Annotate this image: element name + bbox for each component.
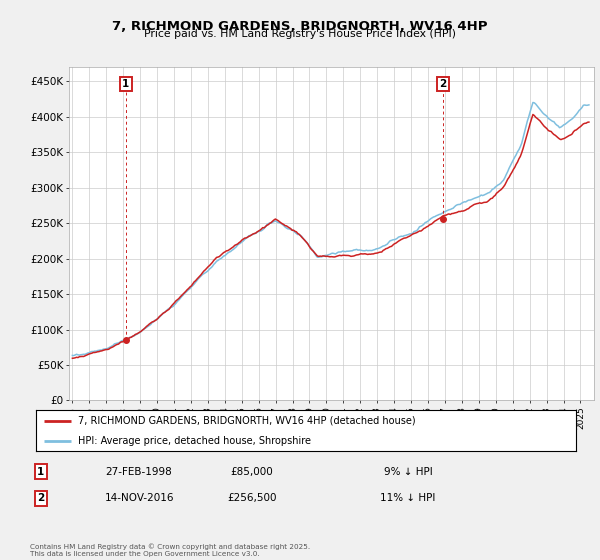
Text: 2: 2 (439, 79, 446, 89)
Text: 14-NOV-2016: 14-NOV-2016 (105, 493, 175, 503)
Text: 7, RICHMOND GARDENS, BRIDGNORTH, WV16 4HP: 7, RICHMOND GARDENS, BRIDGNORTH, WV16 4H… (112, 20, 488, 32)
Text: 7, RICHMOND GARDENS, BRIDGNORTH, WV16 4HP (detached house): 7, RICHMOND GARDENS, BRIDGNORTH, WV16 4H… (78, 416, 416, 426)
Text: 1: 1 (37, 466, 44, 477)
Text: Contains HM Land Registry data © Crown copyright and database right 2025.
This d: Contains HM Land Registry data © Crown c… (30, 544, 310, 557)
Text: HPI: Average price, detached house, Shropshire: HPI: Average price, detached house, Shro… (78, 436, 311, 446)
Text: 27-FEB-1998: 27-FEB-1998 (105, 466, 172, 477)
Text: £256,500: £256,500 (227, 493, 277, 503)
Text: Price paid vs. HM Land Registry's House Price Index (HPI): Price paid vs. HM Land Registry's House … (144, 29, 456, 39)
Text: 11% ↓ HPI: 11% ↓ HPI (380, 493, 436, 503)
Text: £85,000: £85,000 (230, 466, 274, 477)
Text: 2: 2 (37, 493, 44, 503)
Text: 1: 1 (122, 79, 130, 89)
Text: 9% ↓ HPI: 9% ↓ HPI (383, 466, 433, 477)
